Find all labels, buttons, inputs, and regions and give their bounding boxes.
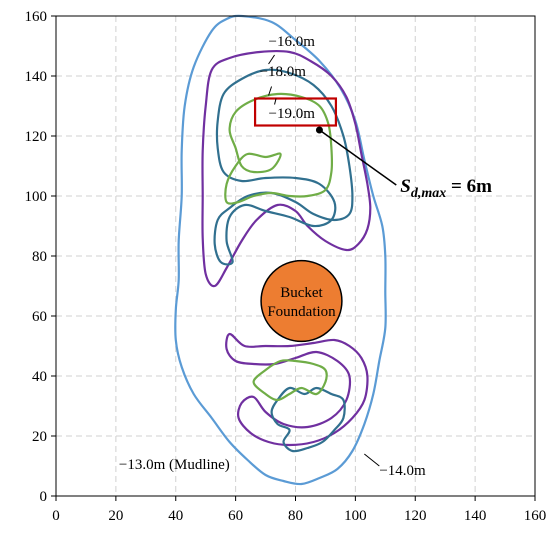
- y-tick-label: 80: [32, 249, 47, 265]
- max-settlement-label: Sd,max = 6m: [400, 176, 492, 201]
- y-tick-label: 20: [32, 429, 47, 445]
- contour-line: [213, 68, 354, 266]
- contour-line: [201, 49, 372, 288]
- x-tick-label: 0: [52, 508, 60, 524]
- x-tick-label: 160: [524, 508, 547, 524]
- contour-line: [224, 92, 334, 205]
- y-tick-label: 100: [25, 189, 48, 205]
- y-tick-label: 40: [32, 369, 47, 385]
- y-tick-label: 140: [25, 69, 48, 85]
- label-leader: [274, 98, 277, 105]
- x-tick-label: 120: [404, 508, 427, 524]
- contour-label: −16.0m: [269, 34, 316, 50]
- contour-line: [225, 332, 369, 447]
- contour-line: [252, 359, 328, 402]
- annotations: −16.0m −18.0m −19.0m −13.0m (Mudline) −14.0m…: [119, 34, 492, 479]
- label-leader: [268, 54, 275, 65]
- bucket-foundation: Bucket Foundation: [260, 259, 343, 343]
- x-tick-label: 60: [228, 508, 243, 524]
- x-tick-label: 40: [168, 508, 183, 524]
- y-tick-label: 160: [25, 9, 48, 25]
- grid-lines: [56, 16, 535, 496]
- x-tick-label: 80: [288, 508, 303, 524]
- y-tick-label: 0: [40, 489, 48, 505]
- highlight-box: [253, 97, 338, 127]
- y-tick-label: 60: [32, 309, 47, 325]
- contour-label: −13.0m (Mudline): [119, 457, 230, 473]
- contour-lines: [174, 14, 387, 486]
- x-tick-label: 100: [344, 508, 367, 524]
- contour-line: [174, 14, 387, 486]
- contour-label: −19.0m: [269, 106, 316, 122]
- plot-frame: [55, 15, 536, 497]
- foundation-label: Bucket Foundation: [267, 285, 336, 320]
- contour-label: −18.0m: [260, 64, 307, 80]
- label-leader: [268, 86, 273, 96]
- axes: 0 20 40 60 80 100 120 140 160 0 20 40 60 80 100 120 140 1…: [25, 9, 547, 524]
- x-tick-label: 20: [108, 508, 123, 524]
- max-leader-line: [319, 129, 397, 186]
- foundation-circle: [260, 259, 343, 343]
- y-tick-label: 120: [25, 129, 48, 145]
- label-leader: [364, 453, 380, 467]
- x-tick-label: 140: [464, 508, 487, 524]
- contour-label: −14.0m: [379, 463, 426, 479]
